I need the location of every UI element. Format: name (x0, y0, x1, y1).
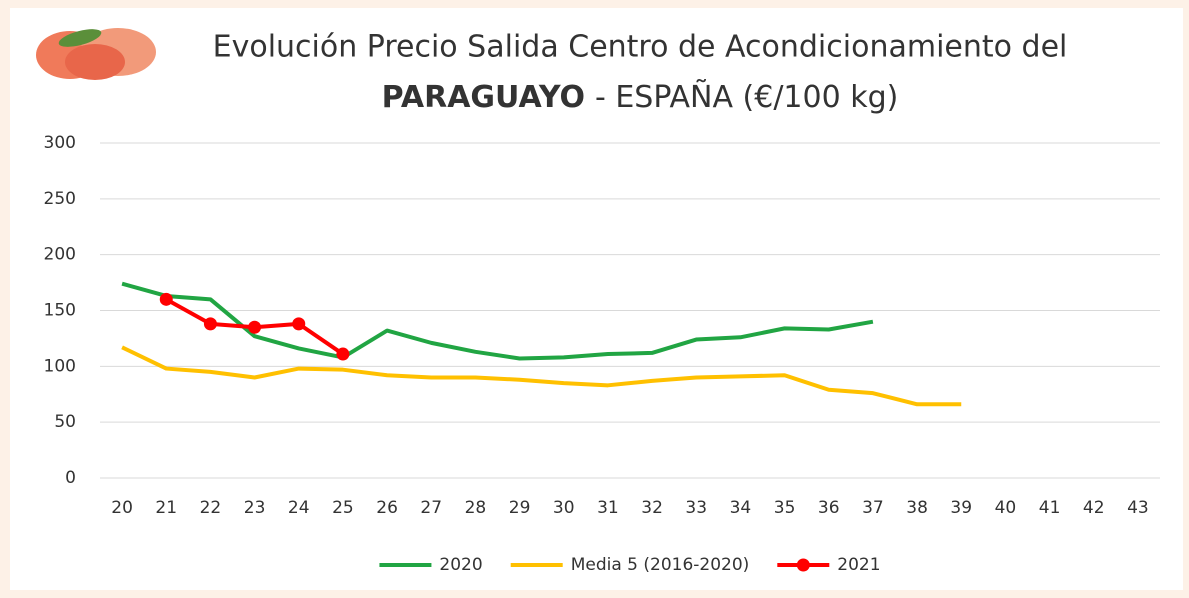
x-tick-label: 22 (200, 498, 222, 518)
marker (159, 292, 173, 306)
x-tick-label: 43 (1127, 498, 1149, 518)
legend-label: 2021 (837, 555, 880, 575)
x-tick-label: 32 (641, 498, 663, 518)
x-tick-label: 36 (818, 498, 840, 518)
x-tick-label: 31 (597, 498, 619, 518)
x-tick-label: 23 (244, 498, 266, 518)
x-tick-label: 21 (155, 498, 177, 518)
y-tick-label: 300 (44, 133, 76, 153)
x-tick-label: 41 (1039, 498, 1061, 518)
chart-title: PARAGUAYO - ESPAÑA (€/100 kg) (382, 79, 899, 115)
marker (203, 317, 217, 331)
marker (336, 347, 350, 361)
x-tick-label: 25 (332, 498, 354, 518)
series-line (121, 281, 874, 361)
legend-marker (796, 558, 810, 572)
x-tick-label: 20 (111, 498, 133, 518)
y-tick-label: 200 (44, 245, 76, 265)
title-rest: - ESPAÑA (€/100 kg) (595, 79, 898, 115)
series-line (121, 345, 962, 407)
legend-label: 2020 (439, 555, 482, 575)
x-tick-label: 24 (288, 498, 310, 518)
x-tick-label: 37 (862, 498, 884, 518)
legend-label: Media 5 (2016-2020) (571, 555, 750, 575)
y-tick-label: 50 (54, 412, 76, 432)
x-tick-label: 34 (730, 498, 752, 518)
x-tick-label: 40 (995, 498, 1017, 518)
marker (292, 317, 306, 331)
x-tick-label: 28 (465, 498, 487, 518)
x-tick-label: 29 (509, 498, 531, 518)
x-tick-label: 35 (774, 498, 796, 518)
x-tick-label: 42 (1083, 498, 1105, 518)
x-tick-label: 27 (420, 498, 442, 518)
y-tick-label: 100 (44, 356, 76, 376)
marker (248, 320, 262, 334)
x-tick-label: 30 (553, 498, 575, 518)
x-tick-label: 33 (685, 498, 707, 518)
x-tick-label: 39 (950, 498, 972, 518)
y-tick-label: 250 (44, 189, 76, 209)
title-bold: PARAGUAYO (382, 80, 585, 115)
peach-icon (36, 28, 156, 80)
x-tick-label: 38 (906, 498, 928, 518)
y-tick-label: 150 (44, 301, 76, 321)
chart-title: Evolución Precio Salida Centro de Acondi… (213, 30, 1068, 65)
y-tick-label: 0 (65, 468, 76, 488)
x-tick-label: 26 (376, 498, 398, 518)
